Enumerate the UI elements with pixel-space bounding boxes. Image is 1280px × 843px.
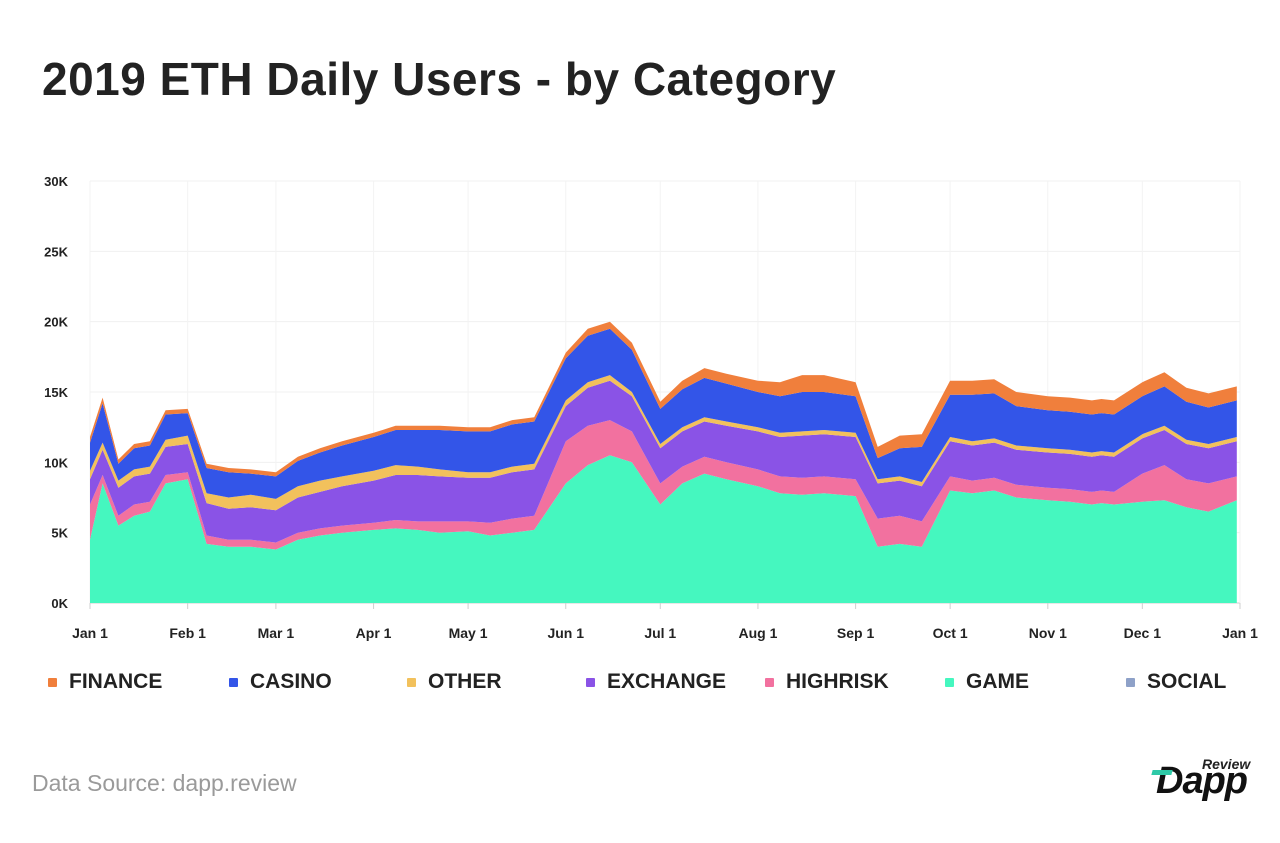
y-tick-label: 10K bbox=[44, 455, 68, 470]
legend-swatch bbox=[765, 677, 774, 687]
area-series-casino bbox=[90, 328, 1237, 499]
x-tick-label: Aug 1 bbox=[738, 625, 777, 641]
legend-label: FINANCE bbox=[69, 670, 163, 693]
x-tick-label: Oct 1 bbox=[933, 625, 968, 641]
x-tick-label: Feb 1 bbox=[169, 625, 206, 641]
legend-item-game[interactable]: GAME bbox=[945, 670, 1029, 694]
legend-item-other[interactable]: OTHER bbox=[407, 670, 502, 694]
legend-item-casino[interactable]: CASINO bbox=[229, 670, 332, 694]
logo-accent-bar bbox=[1151, 770, 1173, 775]
x-tick-label: Sep 1 bbox=[837, 625, 875, 641]
area-series-other bbox=[90, 375, 1237, 511]
data-source-note: Data Source: dapp.review bbox=[32, 770, 297, 796]
y-tick-label: 20K bbox=[44, 315, 68, 330]
legend-label: SOCIAL bbox=[1147, 670, 1227, 693]
logo-review-text: Review bbox=[1202, 756, 1251, 772]
legend-swatch bbox=[48, 677, 57, 687]
legend-item-highrisk[interactable]: HIGHRISK bbox=[765, 670, 889, 694]
x-tick-label: Dec 1 bbox=[1124, 625, 1162, 641]
x-tick-label: Apr 1 bbox=[356, 625, 392, 641]
y-tick-label: 30K bbox=[44, 174, 68, 189]
x-tick-label: Jul 1 bbox=[644, 625, 676, 641]
area-series-highrisk bbox=[90, 420, 1237, 550]
legend-item-social[interactable]: SOCIAL bbox=[1126, 670, 1226, 694]
legend-label: EXCHANGE bbox=[607, 670, 727, 693]
x-tick-label: Mar 1 bbox=[258, 625, 295, 641]
x-tick-label: Jan 1 bbox=[72, 625, 108, 641]
legend-label: CASINO bbox=[250, 670, 332, 693]
legend-swatch bbox=[407, 677, 416, 687]
stacked-area-chart: 0K 5K 10K 15K 20K 25K 30K Jan 1 Feb 1 Mar 1 Apr 1 M… bbox=[44, 174, 1258, 641]
legend-item-exchange[interactable]: EXCHANGE bbox=[586, 670, 726, 694]
legend-swatch bbox=[229, 677, 238, 687]
area-series-finance bbox=[90, 321, 1237, 477]
y-tick-label: 0K bbox=[51, 596, 68, 611]
legend-label: HIGHRISK bbox=[786, 670, 889, 693]
y-tick-label: 25K bbox=[44, 244, 68, 259]
area-series-game bbox=[90, 455, 1237, 603]
logo-dapp-text: Dapp bbox=[1156, 760, 1248, 802]
legend-swatch bbox=[945, 677, 954, 687]
x-tick-label: May 1 bbox=[449, 625, 488, 641]
x-tick-label: Jan 1 bbox=[1222, 625, 1258, 641]
chart-title: 2019 ETH Daily Users - by Category bbox=[42, 53, 837, 105]
legend-swatch bbox=[1126, 677, 1135, 687]
legend-item-finance[interactable]: FINANCE bbox=[48, 670, 162, 694]
y-tick-label: 5K bbox=[51, 526, 68, 541]
y-tick-label: 15K bbox=[44, 385, 68, 400]
legend-label: GAME bbox=[966, 670, 1029, 693]
legend-label: OTHER bbox=[428, 670, 502, 693]
x-tick-label: Nov 1 bbox=[1029, 625, 1067, 641]
x-tick-label: Jun 1 bbox=[547, 625, 584, 641]
area-series-exchange bbox=[90, 380, 1237, 543]
legend-swatch bbox=[586, 677, 595, 687]
chart-legend: FINANCE CASINO OTHER EXCHANGE HIGHRISK GAME SO… bbox=[0, 670, 1280, 700]
dapp-review-logo: Review Dapp bbox=[1150, 752, 1260, 808]
